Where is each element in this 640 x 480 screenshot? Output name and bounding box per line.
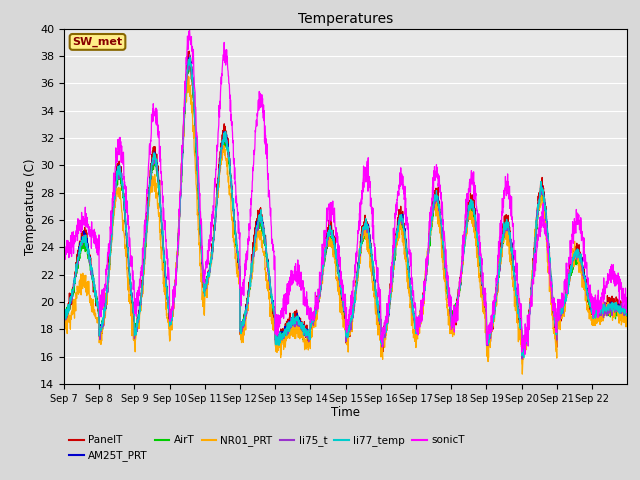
Title: Temperatures: Temperatures bbox=[298, 12, 393, 26]
Legend: PanelT, AM25T_PRT, AirT, NR01_PRT, li75_t, li77_temp, sonicT: PanelT, AM25T_PRT, AirT, NR01_PRT, li75_… bbox=[69, 435, 465, 461]
Y-axis label: Temperature (C): Temperature (C) bbox=[24, 158, 37, 255]
Text: SW_met: SW_met bbox=[72, 37, 123, 47]
X-axis label: Time: Time bbox=[331, 407, 360, 420]
